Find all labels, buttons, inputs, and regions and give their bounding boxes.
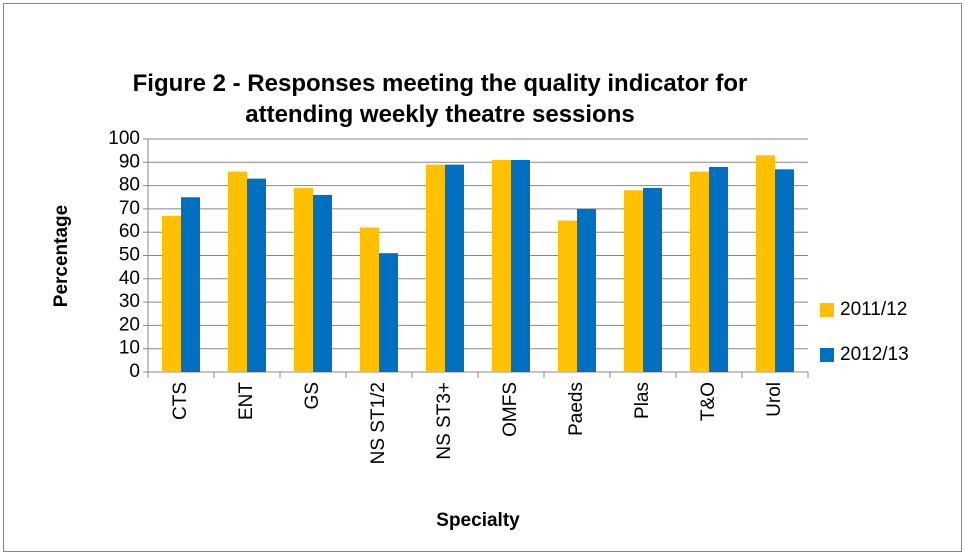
bar bbox=[624, 190, 643, 372]
y-tick-label: 80 bbox=[119, 175, 140, 196]
bar bbox=[294, 187, 313, 372]
legend-swatch bbox=[820, 348, 834, 362]
y-tick-label: 20 bbox=[119, 314, 140, 335]
legend-label: 2012/13 bbox=[840, 344, 909, 365]
bar bbox=[360, 227, 379, 372]
y-tick-label: 0 bbox=[129, 361, 140, 382]
x-tick-label: NS ST1/2 bbox=[368, 382, 389, 464]
bar bbox=[756, 155, 775, 372]
y-axis-label: Percentage bbox=[51, 205, 72, 307]
bar bbox=[181, 197, 200, 372]
legend-label: 2011/12 bbox=[840, 299, 907, 320]
x-tick-label: NS ST3+ bbox=[434, 382, 455, 460]
y-tick-label: 10 bbox=[119, 338, 140, 359]
x-tick-label: T&O bbox=[698, 382, 719, 421]
x-tick-label: CTS bbox=[170, 382, 191, 420]
bar bbox=[690, 171, 709, 372]
y-tick-label: 50 bbox=[119, 245, 140, 266]
bar bbox=[492, 159, 511, 372]
y-tick-label: 60 bbox=[119, 221, 140, 242]
y-tick-label: 100 bbox=[108, 128, 140, 149]
x-tick-label: ENT bbox=[236, 382, 257, 420]
x-tick-label: OMFS bbox=[500, 382, 521, 437]
bar bbox=[313, 194, 332, 372]
bar bbox=[445, 164, 464, 372]
x-axis-label: Specialty bbox=[436, 510, 520, 531]
y-tick-label: 30 bbox=[119, 291, 140, 312]
x-tick-label: GS bbox=[302, 382, 323, 409]
y-tick-label: 90 bbox=[119, 151, 140, 172]
bar bbox=[511, 159, 530, 372]
bar bbox=[775, 169, 794, 372]
chart-title: Figure 2 - Responses meeting the quality… bbox=[132, 70, 748, 128]
bar bbox=[162, 215, 181, 372]
y-tick-label: 70 bbox=[119, 198, 140, 219]
x-tick-label: Urol bbox=[764, 382, 785, 417]
bar bbox=[247, 178, 266, 372]
bar bbox=[709, 166, 728, 372]
x-tick-label: Paeds bbox=[566, 382, 587, 436]
x-tick-label: Plas bbox=[632, 382, 653, 419]
legend-swatch bbox=[820, 303, 834, 317]
bar bbox=[228, 171, 247, 372]
bar bbox=[379, 253, 398, 372]
y-tick-label: 40 bbox=[119, 268, 140, 289]
bar bbox=[643, 187, 662, 372]
bar bbox=[577, 208, 596, 372]
bar bbox=[426, 164, 445, 372]
bar bbox=[558, 220, 577, 372]
